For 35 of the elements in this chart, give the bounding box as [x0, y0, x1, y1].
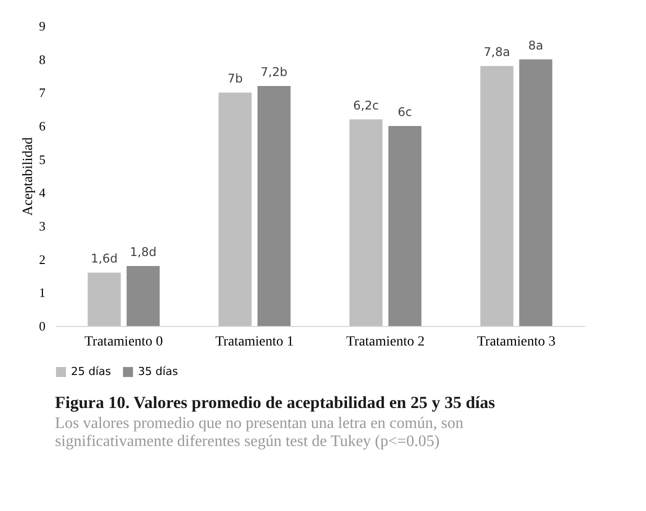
y-tick-label: 9 [39, 18, 46, 34]
data-label: 8a [528, 38, 544, 52]
bar [388, 126, 422, 326]
y-tick-label: 5 [39, 152, 46, 167]
data-label: 6c [398, 105, 412, 119]
y-tick-label: 1 [39, 285, 46, 300]
bar [218, 92, 252, 326]
bar [88, 272, 121, 326]
x-tick-label: Tratamiento 0 [84, 334, 163, 350]
data-label: 7b [227, 72, 243, 86]
bar [349, 119, 383, 326]
y-tick-label: 4 [39, 185, 46, 200]
legend-label: 35 días [138, 365, 178, 378]
y-tick-label: 0 [39, 318, 46, 334]
bar [257, 86, 291, 326]
data-label: 6,2c [353, 98, 379, 112]
x-tick-label: Tratamiento 2 [346, 334, 425, 350]
y-tick-label: 2 [39, 252, 46, 267]
data-label: 7,2b [260, 65, 288, 79]
data-label: 1,6d [90, 252, 118, 266]
text: Figura 10. Valores promedio de aceptabilidad en 25 y 35 días [55, 393, 496, 412]
data-label: 1,8d [130, 245, 157, 259]
x-tick-label: Tratamiento 3 [477, 334, 556, 350]
bar [126, 266, 160, 326]
y-tick-label: 7 [39, 85, 46, 100]
y-tick-label: 8 [39, 52, 46, 67]
data-label: 7,8a [484, 45, 510, 59]
y-axis-title: Aceptabilidad [21, 137, 36, 216]
y-tick-label: 3 [39, 218, 46, 234]
y-tick-label: 6 [39, 118, 46, 134]
legend-label: 25 días [71, 365, 112, 378]
bar [519, 59, 552, 326]
text: Los valores promedio que no presentan una letra en común, son significativamente diferentes según test de Tukey (p<=0.05) [55, 415, 464, 450]
bar [480, 66, 514, 326]
x-tick-label: Tratamiento 1 [215, 334, 294, 350]
